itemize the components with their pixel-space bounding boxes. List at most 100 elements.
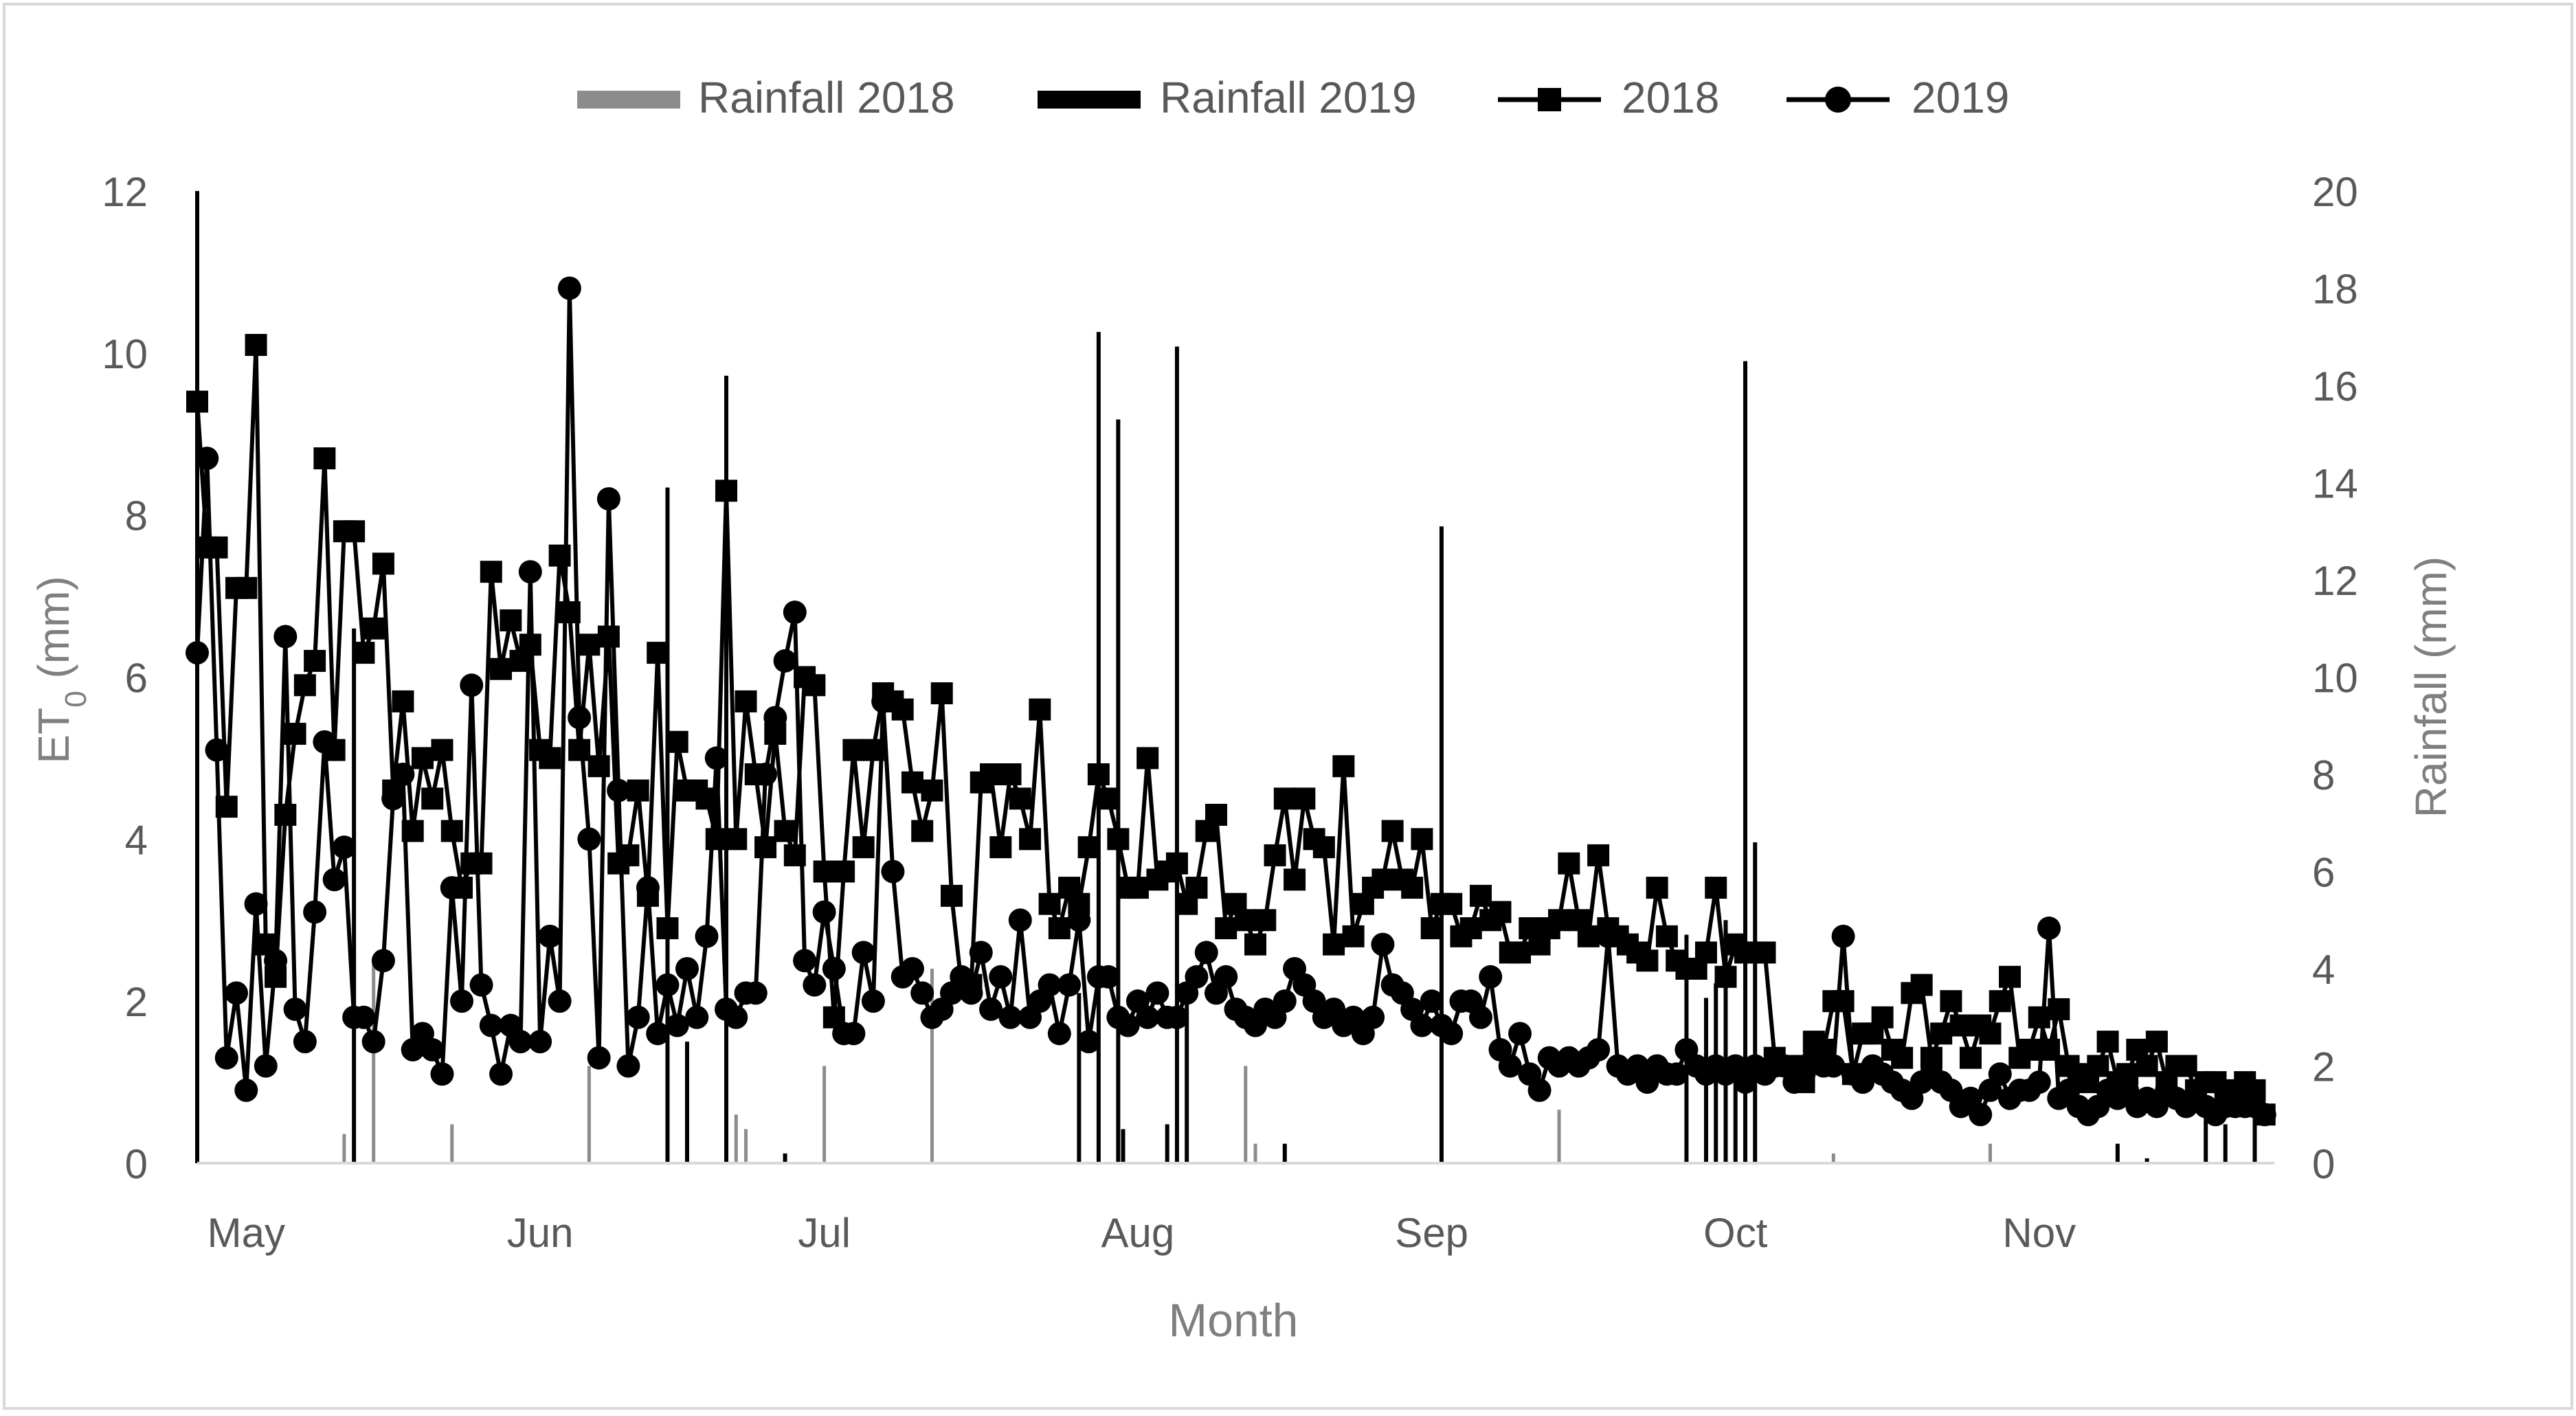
series-2019-point	[518, 560, 542, 584]
series-2019-point	[1498, 1054, 1522, 1078]
rainfall-2018-bar	[342, 1134, 346, 1163]
series-2019-point	[557, 276, 581, 300]
x-tick-label-may: May	[208, 1210, 285, 1256]
series-2018-point	[1646, 877, 1668, 899]
series-2018-point	[842, 739, 865, 761]
y-right-tick-label: 12	[2312, 558, 2358, 604]
series-2019-point	[656, 973, 680, 997]
series-2018-point	[1215, 917, 1237, 940]
series-2018-point	[715, 480, 738, 502]
series-2019-point	[881, 859, 905, 884]
series-2018-point	[725, 828, 748, 851]
series-2018-point	[1371, 868, 1394, 891]
series-2018-point	[1107, 828, 1130, 851]
rainfall-2018-bar	[744, 1129, 748, 1163]
series-2019-point	[195, 447, 219, 471]
series-2018-point	[1489, 901, 1512, 923]
series-2019-point	[225, 981, 249, 1005]
series-2018-point	[421, 787, 444, 810]
rainfall-2019-bar	[665, 487, 670, 1163]
series-2018-point	[274, 803, 297, 826]
series-2019-point	[1097, 965, 1121, 989]
series-2018-point	[372, 552, 394, 575]
series-2019-point	[508, 1030, 533, 1054]
series-2018-point	[1126, 877, 1149, 899]
y-axis-left-label-unit: (mm)	[29, 576, 78, 690]
series-2019-point	[1420, 989, 1444, 1013]
series-2018-point	[1910, 974, 1933, 996]
series-2018-point	[833, 860, 855, 883]
series-2018-point	[1891, 1046, 1914, 1069]
series-2018-point	[1705, 877, 1727, 899]
rainfall-2019-bar	[2144, 1158, 2149, 1163]
rainfall-2019-bar	[1185, 993, 1189, 1163]
series-2018-point	[1165, 852, 1188, 875]
series-2018-point	[980, 763, 1003, 785]
rainfall-2018-bar	[822, 1066, 827, 1163]
series-2019-point	[803, 973, 827, 997]
series-2019-point	[489, 1062, 513, 1086]
series-2018-point	[304, 649, 326, 672]
series-2019-point	[861, 989, 885, 1013]
series-2019-point	[1273, 989, 1297, 1013]
series-2018-point	[1636, 949, 1659, 972]
series-2018-point	[392, 690, 414, 712]
rainfall-2019-bar	[1077, 993, 1082, 1163]
series-2019-point	[313, 730, 337, 754]
series-2019-point	[1214, 965, 1238, 989]
rainfall-2019-bar	[1282, 1143, 1287, 1163]
series-2018-point	[1019, 828, 1042, 851]
series-2018-point	[1754, 941, 1776, 964]
series-2019-point	[1145, 981, 1169, 1005]
series-2019-point	[293, 1030, 317, 1054]
series-2019-point	[577, 827, 601, 851]
series-2019-point	[754, 763, 778, 786]
series-2018-point	[431, 739, 453, 761]
series-2019-point	[421, 1037, 445, 1061]
series-2019-point	[391, 763, 415, 786]
y-left-tick-label: 2	[125, 979, 148, 1025]
series-2019-point	[214, 1046, 238, 1070]
series-2019-point	[587, 1046, 611, 1070]
x-tick-label-sep: Sep	[1395, 1210, 1468, 1256]
y-right-tick-label: 2	[2312, 1044, 2335, 1090]
series-2019-point	[675, 957, 699, 980]
series-2019-point	[254, 1054, 278, 1078]
series-2019-point	[528, 1030, 552, 1054]
series-2018-point	[401, 820, 424, 842]
y-right-tick-label: 18	[2312, 267, 2358, 313]
x-axis-label: Month	[1169, 1294, 1299, 1347]
y-right-tick-label: 0	[2312, 1141, 2335, 1187]
series-2018-point	[284, 723, 306, 745]
series-2018-point	[1998, 965, 2021, 988]
series-2018-point	[1087, 763, 1110, 785]
y-right-tick-label: 8	[2312, 752, 2335, 798]
rainfall-2019-bar	[1121, 1129, 1125, 1163]
series-2019-point	[1067, 908, 1091, 932]
rainfall-2018-bar	[450, 1124, 454, 1163]
series-2018-point	[647, 642, 669, 664]
series-2019-point	[1479, 965, 1503, 989]
rainfall-2019-bar	[684, 1042, 689, 1163]
series-2018-point	[774, 820, 796, 842]
rainfall-2018-bar	[1253, 1143, 1257, 1163]
series-2018-point	[1420, 917, 1443, 940]
series-2019-point	[851, 941, 875, 965]
rainfall-2019-bar	[1743, 361, 1747, 1163]
series-2018-point	[1342, 925, 1365, 947]
series-2018-point	[754, 836, 777, 859]
series-2019-point	[479, 1013, 503, 1037]
rainfall-2018-bar	[1988, 1143, 1992, 1163]
series-2019-point	[1596, 924, 1620, 948]
legend-label-2018: 2018	[1622, 73, 1719, 122]
legend-label-2019: 2019	[1912, 73, 2009, 122]
series-2018-point	[2018, 1038, 2041, 1061]
series-2019-point	[607, 778, 631, 802]
series-2019-point	[616, 1054, 640, 1078]
series-2018-point	[627, 779, 649, 802]
rainfall-2019-bar	[2115, 1143, 2120, 1163]
y-axis-left-label-main: ET	[29, 708, 78, 764]
series-2018-point	[2096, 1031, 2119, 1053]
series-2019-point	[538, 924, 562, 948]
series-2018-point	[1655, 925, 1678, 947]
